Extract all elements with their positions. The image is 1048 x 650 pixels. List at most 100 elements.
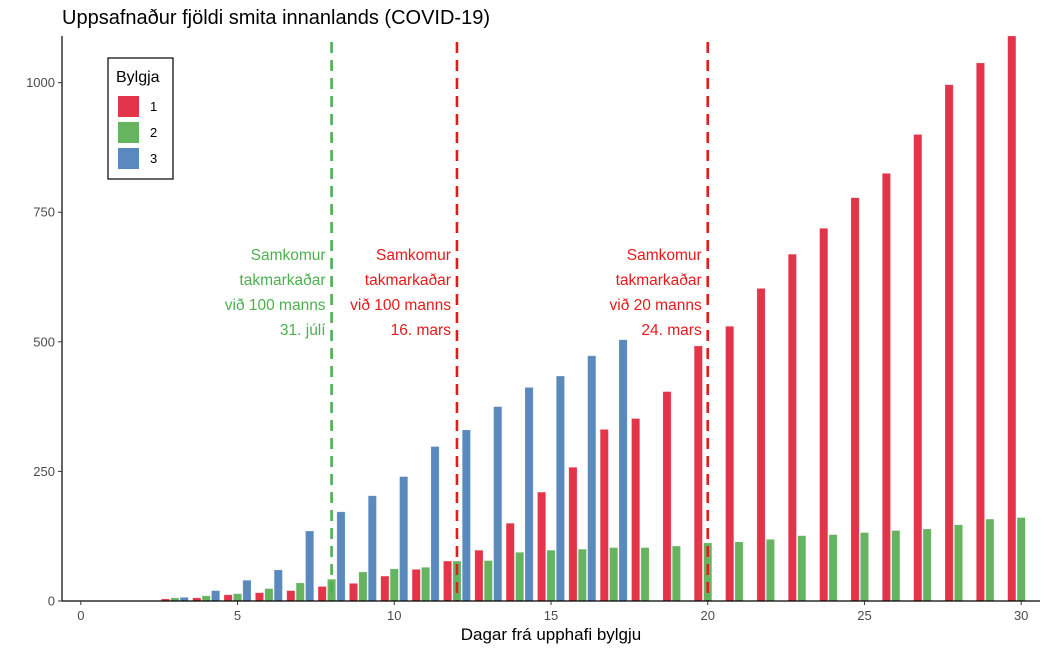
bar-wave-3-day-10 <box>399 476 409 602</box>
bar-wave-1-day-16 <box>568 466 578 602</box>
x-tick-label: 5 <box>234 608 241 623</box>
bar-wave-2-day-30 <box>1016 517 1026 602</box>
annotation-line: takmarkaðar <box>365 272 451 289</box>
bar-wave-1-day-15 <box>537 491 546 602</box>
bar-wave-1-day-18 <box>631 418 641 602</box>
bar-wave-2-day-14 <box>515 551 525 602</box>
bar-wave-2-day-27 <box>922 528 932 602</box>
legend-swatch-wave-1 <box>118 96 139 117</box>
bar-wave-2-day-21 <box>734 541 744 602</box>
bar-wave-2-day-28 <box>954 524 963 602</box>
annotation-line: takmarkaðar <box>239 272 325 289</box>
y-tick-label: 500 <box>33 334 55 349</box>
bar-wave-3-day-16 <box>587 355 597 602</box>
restriction-annotation-day-8: Samkomur takmarkaðar við 100 manns 31. júlí <box>225 247 327 339</box>
bar-wave-2-day-9 <box>358 571 368 602</box>
bar-wave-3-day-7 <box>305 530 315 602</box>
bar-wave-1-day-17 <box>599 429 609 602</box>
bar-wave-1-day-12 <box>443 560 452 602</box>
bar-wave-2-day-15 <box>546 549 556 602</box>
bar-wave-2-day-22 <box>766 539 775 602</box>
bar-wave-1-day-30 <box>1007 35 1017 602</box>
bar-wave-2-day-18 <box>640 547 650 602</box>
bar-wave-2-day-11 <box>421 567 431 602</box>
restriction-lines-layer: Samkomur takmarkaðar við 100 manns 31. júlí… <box>225 42 710 601</box>
bar-wave-2-day-7 <box>295 582 305 602</box>
legend-title: Bylgja <box>116 69 160 86</box>
bar-wave-3-day-15 <box>555 375 565 602</box>
bar-wave-2-day-10 <box>389 568 399 602</box>
x-tick-label: 30 <box>1014 608 1028 623</box>
bar-wave-3-day-17 <box>618 339 628 602</box>
legend: Bylgja 1 2 3 <box>107 57 174 180</box>
legend-label-wave-2: 2 <box>150 125 157 140</box>
bar-wave-1-day-8 <box>317 586 327 602</box>
bar-wave-1-day-20 <box>693 345 703 602</box>
annotation-line: 24. mars <box>641 322 702 339</box>
bar-wave-2-day-24 <box>828 534 838 602</box>
bar-wave-1-day-23 <box>787 253 797 602</box>
bar-wave-3-day-8 <box>336 511 346 602</box>
annotation-line: Samkomur <box>627 247 702 264</box>
legend-swatch-wave-2 <box>118 122 139 143</box>
bar-wave-2-day-4 <box>201 595 211 602</box>
bar-wave-2-day-29 <box>985 518 995 602</box>
y-tick-label: 0 <box>48 594 55 609</box>
legend-swatch-wave-3 <box>118 148 139 169</box>
bar-wave-2-day-5 <box>233 593 242 602</box>
axes-layer <box>61 36 1040 602</box>
bar-wave-3-day-4 <box>211 590 220 602</box>
x-tick-label: 0 <box>77 608 84 623</box>
bar-wave-1-day-24 <box>819 228 829 602</box>
bar-wave-1-day-6 <box>255 592 264 602</box>
x-ticks: 0 5 10 15 20 25 30 <box>77 601 1028 623</box>
bar-wave-3-day-13 <box>493 406 503 602</box>
legend-label-wave-3: 3 <box>150 151 157 166</box>
bar-wave-3-day-5 <box>242 579 252 602</box>
y-ticks: 0 250 500 750 1000 <box>26 75 62 609</box>
bar-wave-3-day-9 <box>367 495 377 602</box>
bar-wave-1-day-14 <box>505 522 515 602</box>
bar-wave-1-day-22 <box>756 288 766 602</box>
bar-wave-1-day-13 <box>474 549 484 602</box>
x-axis-title: Dagar frá upphafi bylgju <box>461 625 642 644</box>
bar-wave-2-day-16 <box>577 548 587 602</box>
bar-wave-1-day-25 <box>850 197 860 602</box>
annotation-line: Samkomur <box>376 247 451 264</box>
bar-wave-1-day-21 <box>725 325 735 602</box>
legend-label-wave-1: 1 <box>150 99 157 114</box>
x-tick-label: 10 <box>387 608 401 623</box>
y-tick-label: 1000 <box>26 75 55 90</box>
bar-wave-2-day-19 <box>671 545 681 602</box>
bar-wave-2-day-6 <box>264 588 274 602</box>
bars-layer <box>148 35 1026 602</box>
bar-wave-1-day-9 <box>349 583 358 602</box>
bar-wave-1-day-5 <box>223 594 233 602</box>
annotation-line: takmarkaðar <box>616 272 702 289</box>
bar-wave-1-day-19 <box>662 391 672 602</box>
y-tick-label: 250 <box>33 464 55 479</box>
x-tick-label: 25 <box>857 608 871 623</box>
x-tick-label: 20 <box>700 608 714 623</box>
bar-wave-1-day-27 <box>913 134 923 602</box>
annotation-line: 16. mars <box>391 322 452 339</box>
bar-wave-1-day-29 <box>976 62 985 602</box>
bar-wave-3-day-12 <box>461 429 471 602</box>
bar-wave-2-day-23 <box>797 535 807 602</box>
bar-wave-1-day-26 <box>881 173 891 602</box>
bar-wave-3-day-11 <box>430 446 440 602</box>
restriction-annotation-day-20: Samkomur takmarkaðar við 20 manns 24. mars <box>610 247 702 339</box>
bar-wave-1-day-7 <box>286 590 296 602</box>
annotation-line: Samkomur <box>251 247 326 264</box>
bar-wave-3-day-6 <box>273 569 283 602</box>
bar-wave-3-day-14 <box>524 387 534 602</box>
annotation-line: við 100 manns <box>350 297 451 314</box>
annotation-line: við 20 manns <box>610 297 702 314</box>
restriction-annotation-day-12: Samkomur takmarkaðar við 100 manns 16. mars <box>350 247 451 339</box>
chart-title: Uppsafnaður fjöldi smita innanlands (COV… <box>62 7 490 29</box>
bar-wave-2-day-26 <box>891 530 901 602</box>
annotation-line: 31. júlí <box>280 322 326 339</box>
bar-wave-1-day-11 <box>411 569 421 602</box>
bar-wave-1-day-28 <box>944 84 954 602</box>
